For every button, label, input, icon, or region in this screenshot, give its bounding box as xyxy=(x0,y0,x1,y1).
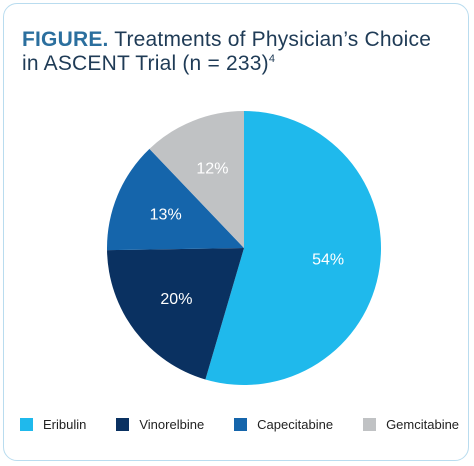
title-text-line-1: Treatments of Physician’s Choice xyxy=(114,28,432,51)
legend-item-gemcitabine: Gemcitabine xyxy=(363,417,459,432)
title-line-2: in ASCENT Trial (n = 233)4 xyxy=(22,52,462,76)
legend-swatch xyxy=(363,417,377,431)
pie-slice-vinorelbine xyxy=(107,248,245,380)
legend-label: Vinorelbine xyxy=(139,416,205,432)
legend-item-vinorelbine: Vinorelbine xyxy=(116,417,204,432)
legend-swatch xyxy=(20,417,33,431)
title-line-1: FIGURE. Treatments of Physician’s Choice xyxy=(22,28,462,52)
figure-label: FIGURE. xyxy=(22,28,109,51)
legend-item-eribulin: Eribulin xyxy=(20,417,86,432)
pie-slice-capecitabine xyxy=(107,148,244,251)
slice-label-eribulin: 54% xyxy=(312,252,344,269)
legend-label: Capecitabine xyxy=(257,416,334,432)
title-text-line-2: in ASCENT Trial (n = 233) xyxy=(22,52,269,75)
slice-label-gemcitabine: 12% xyxy=(196,161,228,178)
chart-legend: Eribulin Vinorelbine Capecitabine Gemcitabi… xyxy=(20,414,460,434)
legend-item-capecitabine: Capecitabine xyxy=(234,417,333,432)
legend-swatch xyxy=(234,417,248,431)
slice-label-vinorelbine: 20% xyxy=(160,291,192,308)
legend-swatch xyxy=(116,417,130,431)
pie-slice-gemcitabine xyxy=(149,111,244,248)
legend-label: Gemcitabine xyxy=(386,416,460,432)
legend-label: Eribulin xyxy=(43,416,87,432)
pie-slice-eribulin xyxy=(205,111,381,386)
title-reference: 4 xyxy=(268,53,276,65)
slice-label-capecitabine: 13% xyxy=(150,207,182,224)
figure-title: FIGURE. Treatments of Physician’s Choice… xyxy=(22,28,462,76)
